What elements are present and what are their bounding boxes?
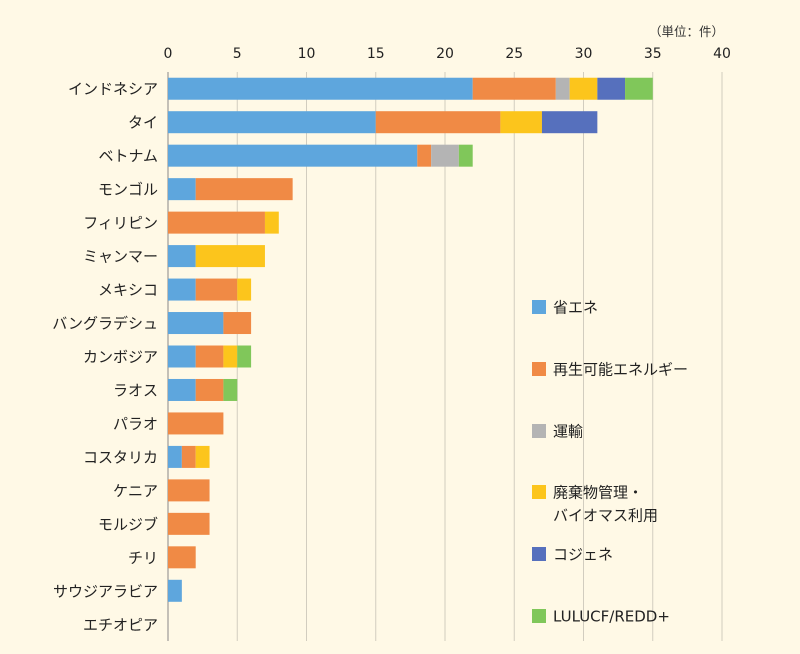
bar-segment-s1-10 bbox=[168, 412, 224, 435]
bar-segment-s2-0 bbox=[555, 77, 570, 100]
bar-segment-s1-11 bbox=[181, 445, 196, 468]
bar-segment-s3-0 bbox=[569, 77, 598, 100]
category-label: ラオス bbox=[113, 381, 158, 399]
bar-segment-s1-8 bbox=[195, 345, 224, 368]
category-label: エチオピア bbox=[83, 616, 158, 634]
bar-segment-s1-1 bbox=[375, 111, 501, 134]
bar-segment-s1-9 bbox=[195, 378, 224, 401]
x-axis-ticks: 0 5 10 15 20 25 30 35 40 bbox=[164, 46, 731, 62]
category-label: メキシコ bbox=[98, 281, 158, 299]
legend-label-0: 省エネ bbox=[553, 299, 598, 317]
category-label: ベトナム bbox=[98, 147, 158, 165]
legend-label-3: 廃棄物管理・バイオマス利用 bbox=[553, 484, 658, 525]
x-tick-0: 0 bbox=[164, 46, 173, 62]
category-label: モルジブ bbox=[98, 515, 158, 533]
legend-swatch-2 bbox=[532, 424, 546, 438]
bar-segment-s1-4 bbox=[168, 211, 265, 234]
legend-swatch-5 bbox=[532, 609, 546, 623]
x-tick-20: 20 bbox=[436, 46, 454, 62]
bar-segment-s1-13 bbox=[168, 512, 210, 535]
legend-label-2: 運輸 bbox=[553, 423, 583, 441]
x-tick-35: 35 bbox=[644, 46, 662, 62]
bar-segment-s1-2 bbox=[417, 144, 432, 167]
x-tick-40: 40 bbox=[713, 46, 731, 62]
category-label: サウジアラビア bbox=[53, 582, 158, 600]
bar-segment-s2-2 bbox=[431, 144, 459, 167]
category-label: チリ bbox=[128, 549, 158, 567]
bar-segment-s5-2 bbox=[458, 144, 473, 167]
bar-segment-s0-2 bbox=[168, 144, 418, 167]
bar-segment-s3-1 bbox=[500, 111, 542, 134]
legend-label-5: LULUCF/REDD+ bbox=[553, 608, 670, 626]
category-label: カンボジア bbox=[83, 348, 158, 366]
unit-label: （単位：件） bbox=[649, 24, 724, 39]
bar-segment-s0-3 bbox=[168, 178, 196, 201]
bar-segment-s5-0 bbox=[625, 77, 653, 100]
bar-segment-s0-1 bbox=[168, 111, 376, 134]
x-tick-5: 5 bbox=[233, 46, 242, 62]
x-tick-10: 10 bbox=[298, 46, 316, 62]
bar-segment-s5-8 bbox=[237, 345, 252, 368]
category-label: モンゴル bbox=[98, 181, 158, 199]
bar-segment-s1-7 bbox=[223, 312, 252, 335]
category-label: バングラデシュ bbox=[52, 315, 158, 333]
x-tick-25: 25 bbox=[505, 46, 523, 62]
legend-swatch-1 bbox=[532, 362, 546, 376]
category-label: ミャンマー bbox=[83, 248, 158, 266]
bar-segment-s1-6 bbox=[195, 278, 238, 301]
category-label: ケニア bbox=[113, 482, 158, 500]
bar-segment-s4-0 bbox=[597, 77, 626, 100]
bar-segment-s3-8 bbox=[223, 345, 238, 368]
bar-segment-s5-9 bbox=[223, 378, 238, 401]
legend-swatch-0 bbox=[532, 300, 546, 314]
bar-segment-s4-1 bbox=[541, 111, 598, 134]
bar-segment-s0-9 bbox=[168, 378, 196, 401]
legend-label-4: コジェネ bbox=[553, 546, 613, 564]
x-tick-30: 30 bbox=[575, 46, 593, 62]
legend-swatch-3 bbox=[532, 485, 546, 499]
category-labels: インドネシアタイベトナムモンゴルフィリピンミャンマーメキシコバングラデシュカンボ… bbox=[52, 80, 158, 634]
bar-segment-s0-0 bbox=[168, 77, 473, 100]
bar-segment-s3-11 bbox=[195, 445, 210, 468]
bar-segment-s3-6 bbox=[237, 278, 252, 301]
category-label: タイ bbox=[128, 114, 158, 132]
category-label: インドネシア bbox=[68, 80, 158, 98]
bar-segment-s0-6 bbox=[168, 278, 196, 301]
bar-segment-s0-7 bbox=[168, 312, 224, 335]
bar-segment-s0-5 bbox=[168, 245, 196, 268]
bar-segment-s1-14 bbox=[168, 546, 196, 569]
bar-segment-s1-12 bbox=[168, 479, 210, 502]
bar-segment-s3-5 bbox=[195, 245, 265, 268]
bar-segment-s0-11 bbox=[168, 445, 182, 468]
category-label: コスタリカ bbox=[83, 448, 158, 466]
legend-swatch-4 bbox=[532, 547, 546, 561]
bar-segment-s0-8 bbox=[168, 345, 196, 368]
bar-segment-s0-15 bbox=[168, 579, 182, 602]
bar-segment-s1-3 bbox=[195, 178, 293, 201]
bars bbox=[168, 77, 653, 602]
category-label: パラオ bbox=[113, 415, 158, 433]
category-label: フィリピン bbox=[83, 214, 158, 232]
x-tick-15: 15 bbox=[367, 46, 385, 62]
bar-segment-s3-4 bbox=[264, 211, 279, 234]
bar-segment-s1-0 bbox=[472, 77, 556, 100]
legend-label-1: 再生可能エネルギー bbox=[553, 361, 688, 379]
